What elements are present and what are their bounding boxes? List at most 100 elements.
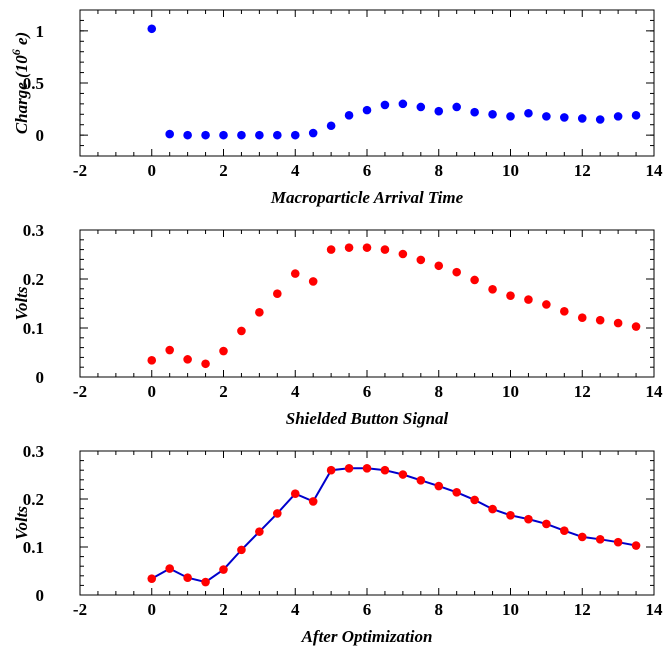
button-signal-panel: 0 0.1 0.2 0.3 -2 0 2 4 6 8 10 12 14 Shielded Button S… — [12, 221, 663, 428]
data-point — [577, 532, 587, 542]
x-tick-label: 6 — [363, 382, 372, 401]
data-point — [524, 295, 533, 304]
data-point — [308, 497, 318, 506]
x-tick-label: 14 — [646, 382, 664, 401]
data-point — [560, 526, 569, 535]
x-tick-label: 4 — [291, 600, 300, 619]
series-line — [151, 467, 637, 584]
data-point — [416, 102, 426, 112]
data-point — [577, 313, 587, 323]
data-point — [398, 99, 408, 109]
y-tick-label: 0.3 — [23, 442, 44, 461]
y-tick-label: 0.1 — [23, 538, 44, 557]
data-point — [183, 130, 192, 140]
data-point — [362, 105, 372, 115]
data-point — [613, 318, 623, 328]
plot-frame — [79, 229, 655, 378]
data-point — [380, 465, 390, 475]
data-point — [255, 130, 264, 140]
data-point — [613, 112, 623, 121]
data-point — [398, 470, 408, 479]
data-point — [147, 574, 157, 583]
data-point — [470, 495, 479, 505]
data-point — [560, 307, 569, 316]
data-point — [631, 541, 641, 550]
data-point — [219, 346, 228, 356]
data-point — [290, 130, 300, 140]
data-point — [506, 511, 515, 520]
data-point — [201, 130, 210, 140]
y-axis-label-main: Charge (10 — [12, 55, 31, 134]
x-tick-label: 12 — [574, 382, 591, 401]
x-tick-label: 0 — [148, 161, 157, 180]
x-tick-label: 2 — [219, 382, 228, 401]
x-tick-label: -2 — [73, 161, 87, 180]
data-point — [165, 345, 174, 355]
data-point — [542, 519, 551, 529]
x-tick-label: 10 — [502, 382, 519, 401]
data-point — [255, 308, 264, 317]
data-point — [488, 109, 497, 119]
x-tick-label: 8 — [435, 382, 444, 401]
y-tick-label: 0 — [36, 586, 45, 605]
y-tick-label: 0.2 — [23, 490, 44, 509]
x-tick-label: 0 — [148, 600, 157, 619]
data-point — [165, 129, 174, 139]
data-point — [362, 463, 372, 473]
data-point — [524, 108, 533, 118]
y-axis-label: Volts — [12, 286, 31, 320]
y-axis-label: Volts — [12, 506, 31, 540]
data-point — [147, 24, 157, 34]
y-tick-label: 0.1 — [23, 319, 44, 338]
data-point — [631, 322, 641, 331]
x-tick-label: 12 — [574, 161, 591, 180]
data-point — [506, 291, 515, 300]
data-point — [183, 573, 192, 583]
data-point — [398, 249, 408, 259]
x-tick-label: 8 — [435, 600, 444, 619]
data-point — [488, 504, 497, 514]
x-tick-label: 6 — [363, 161, 372, 180]
data-point — [595, 315, 605, 325]
y-axis-label: Charge (106 e) — [9, 32, 31, 134]
x-tick-label: 4 — [291, 382, 300, 401]
charge-panel: 0 0.5 1 -2 0 2 4 6 8 10 12 14 Macroparticle Arrival … — [9, 9, 664, 207]
x-tick-label: 10 — [502, 161, 519, 180]
y-axis-label-sup: 6 — [9, 49, 23, 55]
data-point — [613, 537, 623, 547]
data-point — [380, 100, 390, 110]
data-point — [344, 243, 354, 252]
x-tick-label: 14 — [646, 161, 664, 180]
x-axis-label: Macroparticle Arrival Time — [270, 188, 464, 207]
data-point — [308, 277, 318, 286]
data-point — [219, 130, 228, 140]
x-tick-label: 2 — [219, 600, 228, 619]
data-point — [362, 243, 372, 252]
x-tick-label: 0 — [148, 382, 157, 401]
data-point — [273, 509, 282, 518]
data-point — [344, 463, 354, 473]
x-tick-label: 6 — [363, 600, 372, 619]
data-point — [434, 106, 444, 116]
data-point — [201, 359, 210, 369]
data-point — [201, 577, 210, 587]
data-point — [326, 465, 336, 475]
data-point — [577, 114, 587, 123]
data-point — [380, 245, 390, 254]
x-tick-label: 8 — [435, 161, 444, 180]
data-point — [273, 130, 282, 140]
data-point — [452, 267, 461, 277]
data-point — [290, 489, 300, 499]
data-point — [290, 269, 300, 278]
x-tick-label: 4 — [291, 161, 300, 180]
data-point — [183, 355, 192, 364]
y-tick-label: 0 — [36, 126, 45, 145]
data-point — [416, 255, 426, 265]
data-point — [595, 535, 605, 544]
data-point — [237, 130, 246, 140]
data-point — [470, 107, 479, 117]
data-point — [416, 475, 426, 485]
y-tick-label: 0.5 — [23, 74, 44, 93]
data-point — [219, 565, 228, 574]
